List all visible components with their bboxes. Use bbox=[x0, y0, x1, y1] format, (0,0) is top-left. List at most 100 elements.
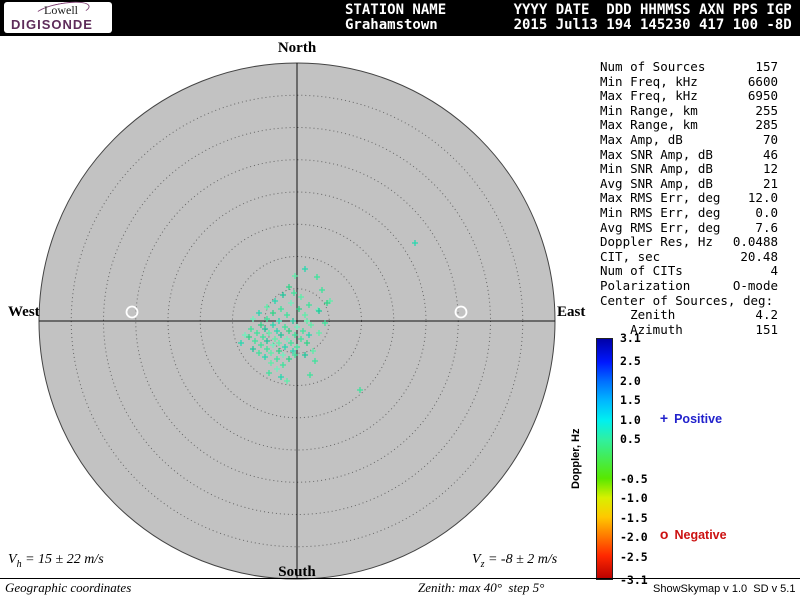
skymap-source-point bbox=[290, 318, 296, 324]
skymap-source-point bbox=[306, 332, 312, 338]
stat-row: Center of Sources, deg: bbox=[600, 292, 778, 309]
stat-value: 0.0488 bbox=[732, 234, 778, 250]
skymap-source-point bbox=[292, 352, 298, 358]
colorbar-tick-label: -1.0 bbox=[620, 491, 648, 506]
stat-value: 6600 bbox=[747, 73, 778, 89]
skymap-source-point bbox=[324, 300, 330, 306]
skymap-source-point bbox=[288, 300, 294, 306]
legend-positive: + Positive bbox=[646, 396, 722, 440]
skymap-source-point bbox=[302, 352, 308, 358]
stat-label: Max Amp, dB bbox=[600, 131, 683, 147]
skymap-source-point bbox=[274, 366, 280, 372]
skymap-source-point bbox=[276, 318, 282, 324]
skymap-source-point bbox=[296, 306, 302, 312]
skymap-source-point bbox=[258, 342, 264, 348]
colorbar-tick-label: -2.5 bbox=[620, 549, 648, 564]
stat-label: Min RMS Err, deg bbox=[600, 204, 721, 220]
legend-negative: o Negative bbox=[646, 512, 727, 556]
skymap-source-point bbox=[278, 332, 284, 338]
stat-value: 12 bbox=[762, 161, 778, 177]
stat-value: 7.6 bbox=[755, 219, 778, 235]
compass-west-label: West bbox=[8, 304, 40, 320]
stat-row: Max Range, km 285 bbox=[600, 118, 778, 133]
stat-label: Doppler Res, Hz bbox=[600, 234, 713, 250]
stat-row: Max SNR Amp, dB 46 bbox=[600, 146, 778, 163]
negative-label: Negative bbox=[674, 528, 727, 542]
skymap-source-point bbox=[264, 346, 270, 352]
skymap-source-point bbox=[270, 322, 276, 328]
stat-label: Polarization bbox=[600, 277, 691, 293]
stat-label: CIT, sec bbox=[600, 248, 661, 264]
skymap-source-point bbox=[264, 304, 270, 310]
skymap-source-point bbox=[274, 356, 280, 362]
skymap-source-point bbox=[262, 326, 268, 332]
stat-label: Max Freq, kHz bbox=[600, 88, 698, 104]
skymap-source-point bbox=[284, 378, 290, 384]
skymap-source-point bbox=[357, 387, 363, 393]
skymap-source-point bbox=[264, 316, 270, 322]
skymap-source-point bbox=[274, 328, 280, 334]
skymap-source-point bbox=[266, 370, 272, 376]
skymap-source-point bbox=[292, 332, 298, 338]
coordinates-mode-label: Geographic coordinates bbox=[5, 580, 132, 595]
skymap-source-point bbox=[250, 316, 256, 322]
status-divider bbox=[0, 578, 800, 579]
skymap-source-point bbox=[260, 334, 266, 340]
stat-row: Avg RMS Err, deg 7.6 bbox=[600, 219, 778, 236]
skymap-source-point bbox=[280, 352, 286, 358]
stat-value: 4 bbox=[770, 263, 778, 279]
skymap-source-point bbox=[300, 328, 306, 334]
doppler-colorbar bbox=[596, 338, 613, 580]
skymap-source-point bbox=[286, 284, 292, 290]
skymap-source-point bbox=[276, 340, 282, 346]
skymap-source-point bbox=[268, 360, 274, 366]
colorbar-tick-label: 2.0 bbox=[620, 373, 641, 388]
skymap-source-point bbox=[306, 302, 312, 308]
stat-label: Center of Sources, deg: bbox=[600, 292, 774, 308]
skymap-source-point bbox=[254, 330, 260, 336]
skymap-source-point bbox=[272, 336, 278, 342]
skymap-source-point bbox=[264, 338, 270, 344]
stat-label: Min SNR Amp, dB bbox=[600, 161, 713, 177]
skymap-source-point bbox=[246, 334, 252, 340]
skymap-source-point bbox=[310, 348, 316, 354]
skymap-source-point bbox=[252, 338, 258, 344]
zenith-range-label: Zenith: max 40° step 5° bbox=[418, 580, 545, 595]
skymap-source-point bbox=[256, 310, 262, 316]
stat-label: Min Range, km bbox=[600, 102, 698, 118]
stat-label: Zenith bbox=[600, 307, 676, 323]
skymap-source-point bbox=[256, 350, 262, 356]
positive-plus-icon: + bbox=[659, 410, 669, 426]
stat-row: Num of Sources 157 bbox=[600, 59, 778, 75]
stat-row: Min Freq, kHz 6600 bbox=[600, 73, 778, 90]
skymap-source-point bbox=[288, 340, 294, 346]
skymap-source-point bbox=[315, 307, 321, 313]
skymap-source-point bbox=[282, 324, 288, 330]
lowell-digisonde-logo: Lowell DIGISONDE bbox=[4, 0, 112, 33]
compass-south-label: South bbox=[278, 564, 316, 580]
skymap-source-point bbox=[248, 326, 254, 332]
skymap-source-point bbox=[291, 290, 297, 296]
skymap-source-point bbox=[258, 322, 264, 328]
vh-symbol: V bbox=[8, 552, 17, 567]
stat-label: Max SNR Amp, dB bbox=[600, 146, 713, 162]
skymap-source-point bbox=[270, 310, 276, 316]
stat-row: Polarization O-mode bbox=[600, 277, 778, 294]
skymap-source-point bbox=[304, 340, 310, 346]
skymap-source-point bbox=[284, 336, 290, 342]
skymap-source-point bbox=[322, 320, 328, 326]
vz-value: = -8 ± 2 m/s bbox=[484, 552, 558, 567]
stat-value: 6950 bbox=[747, 88, 778, 104]
skymap-source-point bbox=[412, 240, 418, 246]
skymap-source-point bbox=[307, 372, 313, 378]
vh-value: = 15 ± 22 m/s bbox=[21, 552, 104, 567]
skymap-source-point bbox=[280, 292, 286, 298]
stat-value: 0.0 bbox=[755, 204, 778, 220]
skymap-source-point bbox=[312, 358, 318, 364]
colorbar-tick-label: 1.0 bbox=[620, 412, 641, 427]
skymap-source-point bbox=[286, 328, 292, 334]
stat-row: Min RMS Err, deg 0.0 bbox=[600, 204, 778, 221]
skymap-source-point bbox=[316, 308, 322, 314]
